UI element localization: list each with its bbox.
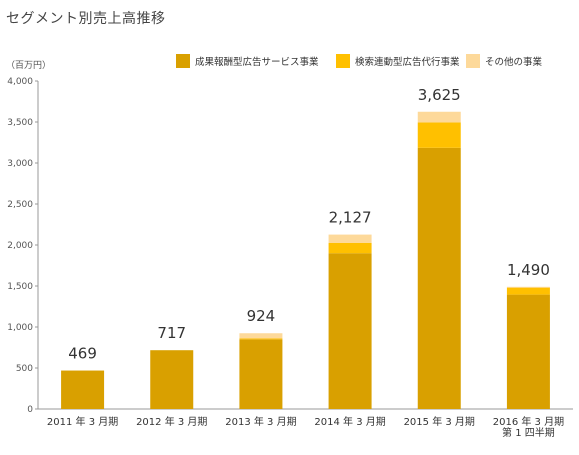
bar-segment-1 xyxy=(239,339,283,409)
legend-swatch xyxy=(176,54,190,68)
bar-total-label: 717 xyxy=(157,324,186,342)
bar-segment-1 xyxy=(506,294,550,409)
bar-segment-1 xyxy=(417,147,461,409)
bar-total-label: 2,127 xyxy=(329,209,372,227)
x-category-label: 第 1 四半期 xyxy=(502,426,555,439)
legend-label: 検索連動型広告代行事業 xyxy=(355,56,460,68)
bar-total-label: 924 xyxy=(247,307,276,325)
bar-segment-1 xyxy=(61,370,105,409)
y-tick-label: 4,000 xyxy=(7,77,33,87)
y-tick-label: 2,500 xyxy=(7,200,33,210)
bar-segment-2 xyxy=(417,122,461,148)
y-axis-unit-label: （百万円） xyxy=(6,60,51,71)
bar-segment-1 xyxy=(328,253,372,409)
x-category-label: 2015 年 3 月期 xyxy=(404,415,475,428)
chart-title: セグメント別売上高推移 xyxy=(6,11,166,27)
bar-segment-1 xyxy=(150,350,194,409)
bar-total-label: 3,625 xyxy=(418,86,461,104)
bar-segment-3 xyxy=(328,234,372,243)
x-category-label: 2013 年 3 月期 xyxy=(225,415,296,428)
x-category-label: 2011 年 3 月期 xyxy=(47,415,118,428)
y-tick-label: 3,000 xyxy=(7,159,33,169)
y-tick-label: 2,000 xyxy=(7,241,33,251)
bar-total-label: 1,490 xyxy=(507,261,550,279)
y-tick-label: 1,500 xyxy=(7,282,33,292)
legend-label: 成果報酬型広告サービス事業 xyxy=(195,56,319,68)
legend-label: その他の事業 xyxy=(485,56,543,68)
x-category-label: 2016 年 3 月期 xyxy=(493,415,564,428)
y-tick-label: 0 xyxy=(27,405,33,415)
bar-segment-2 xyxy=(506,287,550,295)
bar-segment-3 xyxy=(417,111,461,123)
y-tick-label: 500 xyxy=(16,364,33,374)
y-tick-label: 1,000 xyxy=(7,323,33,333)
legend-swatch xyxy=(336,54,350,68)
x-category-label: 2014 年 3 月期 xyxy=(314,415,385,428)
bar-segment-3 xyxy=(239,333,283,339)
bar-segment-2 xyxy=(239,338,283,340)
legend-swatch xyxy=(466,54,480,68)
bar-segment-2 xyxy=(328,242,372,254)
x-category-label: 2012 年 3 月期 xyxy=(136,415,207,428)
bar-total-label: 469 xyxy=(68,345,97,363)
y-tick-label: 3,500 xyxy=(7,118,33,128)
bar-segment-3 xyxy=(506,286,550,288)
